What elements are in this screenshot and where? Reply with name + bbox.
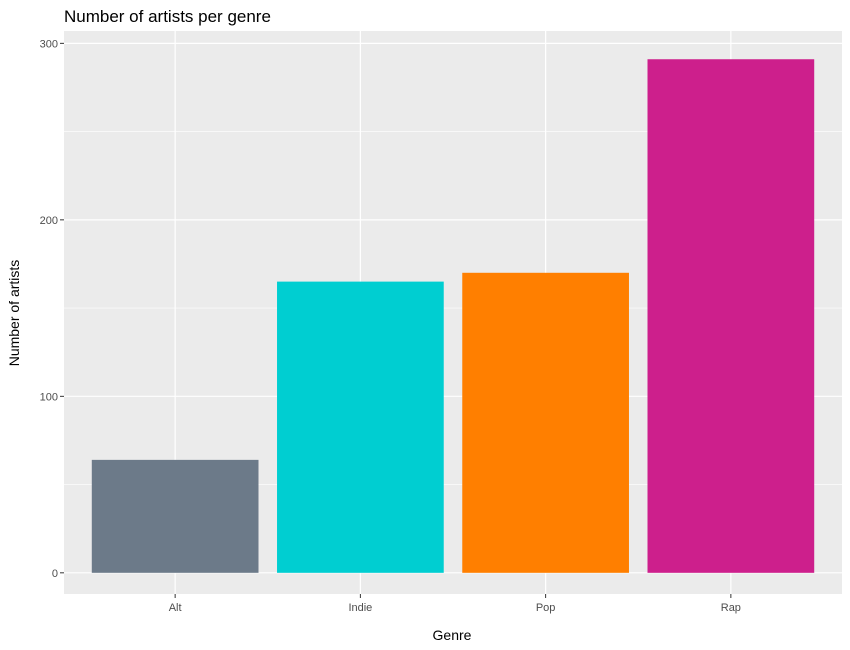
- x-axis-label: Genre: [433, 627, 472, 643]
- y-tick-label: 300: [40, 38, 58, 50]
- x-axis: Alt Indie Pop Rap: [169, 594, 741, 614]
- bar-indie: [277, 281, 444, 573]
- chart-title: Number of artists per genre: [64, 7, 271, 26]
- bar-rap: [647, 59, 815, 573]
- bar-alt: [91, 459, 259, 573]
- y-tick-label: 100: [40, 391, 58, 403]
- y-tick-label: 200: [40, 215, 58, 227]
- x-tick-label: Pop: [536, 602, 556, 614]
- x-tick-label: Indie: [348, 602, 372, 614]
- bar-pop: [462, 272, 629, 573]
- bars-group: [91, 59, 815, 573]
- y-axis-label: Number of artists: [6, 260, 22, 367]
- x-tick-label: Rap: [721, 602, 741, 614]
- y-axis: 0 100 200 300: [40, 38, 64, 580]
- y-tick-label: 0: [52, 568, 58, 580]
- x-tick-label: Alt: [169, 602, 182, 614]
